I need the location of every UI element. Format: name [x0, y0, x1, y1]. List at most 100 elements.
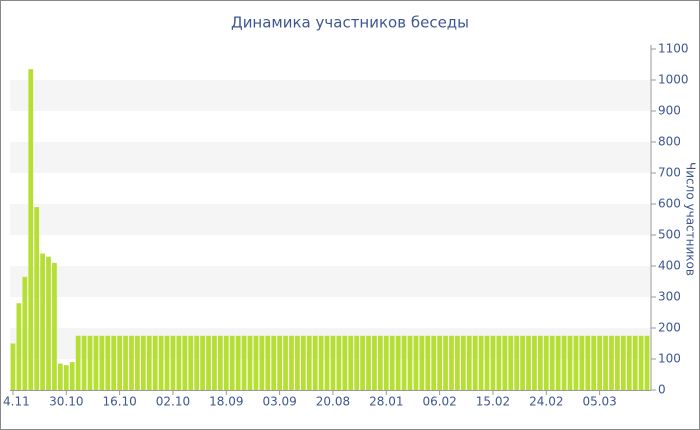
- grid-band: [10, 266, 650, 297]
- y-axis-title: Число участников: [684, 162, 698, 276]
- bar: [152, 335, 158, 390]
- bar: [573, 335, 579, 390]
- bar: [235, 335, 241, 390]
- bar: [87, 335, 93, 390]
- bar: [520, 335, 525, 390]
- y-tick-label: 1100: [658, 42, 689, 56]
- y-tick-label: 400: [658, 259, 681, 273]
- x-tick-label: 05.03: [582, 395, 616, 409]
- bar: [549, 335, 555, 390]
- bar: [194, 335, 200, 390]
- bar: [543, 335, 549, 390]
- bar: [526, 335, 531, 390]
- bar: [123, 335, 128, 390]
- grid-band: [10, 80, 650, 111]
- y-tick-label: 200: [658, 321, 681, 335]
- bar: [348, 335, 354, 390]
- bar: [283, 335, 288, 390]
- bar: [253, 335, 259, 390]
- bar: [603, 335, 608, 390]
- x-tick-label: 28.01: [369, 395, 403, 409]
- bar: [200, 335, 205, 390]
- bar: [437, 335, 442, 390]
- bar: [330, 335, 336, 390]
- y-tick-label: 700: [658, 166, 681, 180]
- bar: [40, 253, 45, 390]
- bar: [140, 335, 146, 390]
- bar: [206, 335, 211, 390]
- y-tick-label: 100: [658, 352, 681, 366]
- y-tick-label: 500: [658, 228, 681, 242]
- grid-band: [10, 328, 650, 359]
- bar: [502, 335, 508, 390]
- bar: [620, 335, 626, 390]
- bar: [158, 335, 164, 390]
- bar: [324, 335, 330, 390]
- bar: [567, 335, 573, 390]
- bar: [306, 335, 312, 390]
- x-tick-label: 30.10: [49, 395, 83, 409]
- bar: [455, 335, 460, 390]
- bar: [164, 335, 170, 390]
- bar: [63, 365, 69, 390]
- bar: [449, 335, 454, 390]
- bar: [58, 363, 63, 390]
- bar: [52, 262, 57, 390]
- bar: [46, 256, 51, 390]
- x-tick-label: 16.10: [102, 395, 136, 409]
- bar: [105, 335, 111, 390]
- bar: [425, 335, 431, 390]
- bar: [472, 335, 478, 390]
- bar: [342, 335, 348, 390]
- bar: [223, 335, 229, 390]
- bar: [389, 335, 395, 390]
- bar: [170, 335, 176, 390]
- bar: [360, 335, 365, 390]
- bar: [478, 335, 484, 390]
- bar: [10, 343, 16, 390]
- bar: [460, 335, 466, 390]
- bar: [638, 335, 644, 390]
- bar: [111, 335, 117, 390]
- bar: [188, 335, 194, 390]
- bar: [241, 335, 247, 390]
- bar: [146, 335, 152, 390]
- bar: [383, 335, 389, 390]
- bar: [579, 335, 585, 390]
- bar: [295, 335, 300, 390]
- bar: [644, 335, 650, 390]
- bar: [265, 335, 271, 390]
- bar: [318, 335, 324, 390]
- bar: [401, 335, 407, 390]
- x-tick-label: 20.08: [316, 395, 350, 409]
- y-tick-label: 300: [658, 290, 681, 304]
- bar: [182, 335, 188, 390]
- bar: [591, 335, 597, 390]
- bar: [615, 335, 620, 390]
- bar: [555, 335, 561, 390]
- x-tick-label: 02.10: [156, 395, 190, 409]
- bar: [496, 335, 502, 390]
- bar: [597, 335, 602, 390]
- bar: [99, 335, 105, 390]
- bar: [626, 335, 632, 390]
- grid-band: [10, 204, 650, 235]
- bar: [336, 335, 342, 390]
- x-tick-label: 06.02: [422, 395, 456, 409]
- bar: [259, 335, 265, 390]
- bar: [289, 335, 294, 390]
- bar: [271, 335, 277, 390]
- bar: [129, 335, 134, 390]
- bar: [75, 335, 81, 390]
- bar: [443, 335, 448, 390]
- grid-band: [10, 142, 650, 173]
- bar: [419, 335, 425, 390]
- bar: [585, 335, 591, 390]
- x-tick-label: 15.02: [476, 395, 510, 409]
- bar: [69, 362, 75, 390]
- bar: [312, 335, 318, 390]
- bar: [372, 335, 377, 390]
- y-tick-label: 800: [658, 135, 681, 149]
- bar: [514, 335, 520, 390]
